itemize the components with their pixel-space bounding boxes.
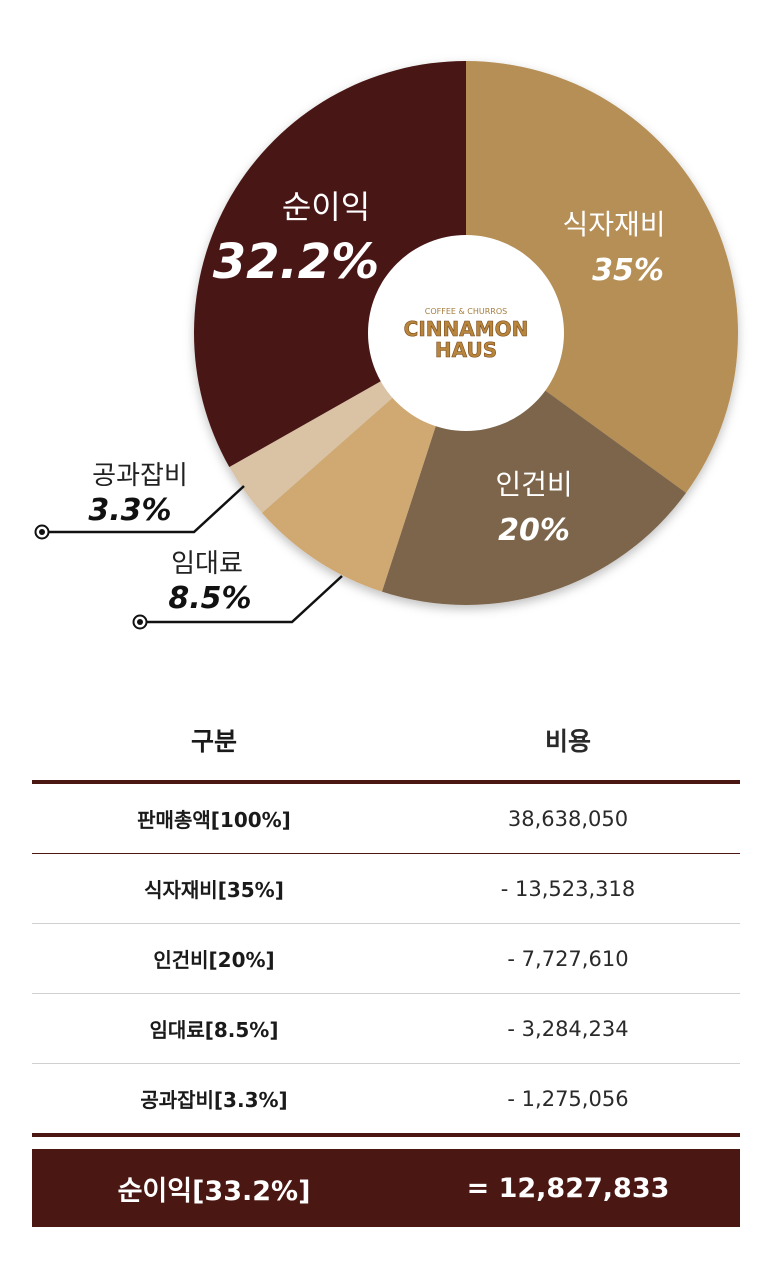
total-cost: = 12,827,833 xyxy=(466,1172,670,1204)
pie-chart: COFFEE & CHURROS CINNAMON HAUS 식자재비 35% … xyxy=(34,61,738,630)
table-row: 식자재비[35%] - 13,523,318 xyxy=(32,854,740,924)
slice-label-profit: 순이익 xyxy=(282,188,370,226)
table-row: 판매총액[100%] 38,638,050 xyxy=(32,784,740,854)
row-cost: - 1,275,056 xyxy=(507,1086,629,1111)
row-category: 공과잡비[3.3%] xyxy=(140,1088,288,1112)
total-row: 순이익[33.2%] = 12,827,833 xyxy=(32,1149,740,1227)
row-category: 임대료[8.5%] xyxy=(149,1018,279,1042)
pie-chart-area: COFFEE & CHURROS CINNAMON HAUS 식자재비 35% … xyxy=(34,61,738,630)
slice-pct-rent: 8.5% xyxy=(168,581,251,616)
row-cost: - 3,284,234 xyxy=(507,1016,629,1041)
table-row: 공과잡비[3.3%] - 1,275,056 xyxy=(32,1064,740,1137)
table-header: 구분 비용 xyxy=(32,700,740,784)
slice-label-food: 식자재비 xyxy=(562,208,665,241)
header-cost: 비용 xyxy=(544,727,591,756)
slice-label-labor: 인건비 xyxy=(495,468,572,501)
slice-food xyxy=(466,61,738,493)
row-cost: - 13,523,318 xyxy=(500,876,636,901)
row-category: 인건비[20%] xyxy=(153,948,275,972)
cost-table: 구분 비용 판매총액[100%] 38,638,050 식자재비[35%] - … xyxy=(32,700,740,1227)
total-category: 순이익[33.2%] xyxy=(117,1175,311,1207)
row-cost: 38,638,050 xyxy=(507,806,629,831)
header-category: 구분 xyxy=(190,727,237,756)
logo-line-2: HAUS xyxy=(435,338,497,362)
table-row: 인건비[20%] - 7,727,610 xyxy=(32,924,740,994)
table-row: 임대료[8.5%] - 3,284,234 xyxy=(32,994,740,1064)
slice-pct-profit: 32.2% xyxy=(213,234,380,290)
leader-line-utilities xyxy=(34,485,245,540)
cinnamon-haus-logo: COFFEE & CHURROS CINNAMON HAUS xyxy=(403,307,529,362)
leader-line-rent xyxy=(132,575,343,630)
row-cost: - 7,727,610 xyxy=(507,946,629,971)
slice-pct-utilities: 3.3% xyxy=(88,493,171,528)
slice-label-rent: 임대료 xyxy=(171,549,243,579)
slice-pct-food: 35% xyxy=(592,253,664,288)
pie-center-hole xyxy=(368,235,564,431)
row-category: 식자재비[35%] xyxy=(144,878,284,902)
logo-line-1: CINNAMON xyxy=(404,317,529,341)
slice-label-utilities: 공과잡비 xyxy=(92,461,188,491)
logo-tagline: COFFEE & CHURROS xyxy=(425,307,507,316)
row-category: 판매총액[100%] xyxy=(137,808,291,832)
slice-pct-labor: 20% xyxy=(498,513,570,548)
